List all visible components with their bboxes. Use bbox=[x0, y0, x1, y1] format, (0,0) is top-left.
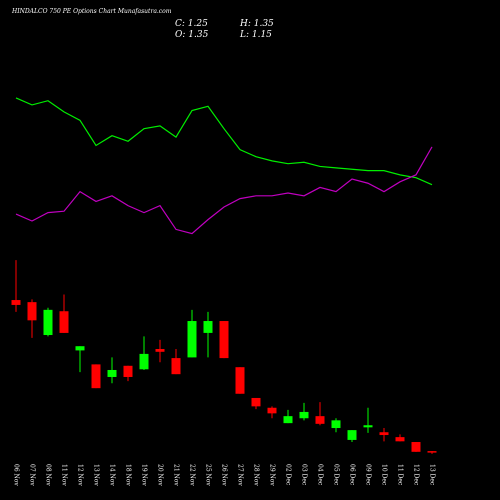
x-tick-label: 29 Nov bbox=[269, 464, 276, 486]
indicator-line bbox=[15, 97, 433, 186]
x-tick-label: 13 Dec bbox=[429, 464, 436, 486]
x-tick-label: 08 Nov bbox=[45, 464, 52, 486]
candle-body bbox=[299, 411, 309, 419]
x-tick-label: 27 Nov bbox=[237, 464, 244, 486]
candle-body bbox=[91, 364, 101, 389]
x-tick-label: 19 Nov bbox=[141, 464, 148, 486]
summary-high: H: 1.35 bbox=[239, 19, 274, 29]
summary-close: C: 1.25 bbox=[175, 19, 208, 29]
indicator-line bbox=[15, 146, 433, 235]
candle-body bbox=[427, 451, 437, 453]
candle-body bbox=[59, 311, 69, 333]
x-tick-label: 09 Dec bbox=[365, 464, 372, 486]
x-tick-label: 21 Nov bbox=[173, 464, 180, 486]
candle-body bbox=[43, 309, 53, 336]
x-tick-label: 25 Nov bbox=[205, 464, 212, 486]
x-tick-label: 26 Nov bbox=[221, 464, 228, 486]
candle-body bbox=[411, 442, 421, 452]
candle-body bbox=[27, 302, 37, 321]
candle-body bbox=[219, 321, 229, 359]
candle-body bbox=[171, 358, 181, 375]
x-tick-label: 10 Dec bbox=[381, 464, 388, 486]
candle-body bbox=[347, 430, 357, 440]
candle-body bbox=[379, 432, 389, 436]
x-tick-label: 11 Dec bbox=[397, 464, 404, 486]
x-tick-label: 20 Nov bbox=[157, 464, 164, 486]
candle-body bbox=[315, 416, 325, 424]
candle-body bbox=[203, 321, 213, 333]
x-tick-label: 13 Nov bbox=[93, 464, 100, 486]
x-tick-label: 02 Dec bbox=[285, 464, 292, 486]
candle-body bbox=[331, 420, 341, 429]
candle-body bbox=[11, 300, 21, 305]
x-tick-label: 12 Dec bbox=[413, 464, 420, 486]
candle-body bbox=[107, 369, 117, 377]
x-tick-label: 03 Dec bbox=[301, 464, 308, 486]
candle-body bbox=[187, 321, 197, 358]
x-tick-label: 14 Nov bbox=[109, 464, 116, 486]
chart-title: HINDALCO 750 PE Options Chart Munafasutr… bbox=[11, 8, 172, 15]
x-tick-label: 04 Dec bbox=[317, 464, 324, 486]
candle-body bbox=[251, 397, 261, 407]
x-tick-label: 11 Nov bbox=[61, 464, 68, 486]
summary-open: O: 1.35 bbox=[175, 30, 209, 40]
x-tick-label: 18 Nov bbox=[125, 464, 132, 486]
x-tick-label: 06 Dec bbox=[349, 464, 356, 486]
x-tick-label: 06 Nov bbox=[13, 464, 20, 486]
candle-body bbox=[363, 425, 373, 428]
candle-body bbox=[235, 367, 245, 394]
x-tick-label: 05 Dec bbox=[333, 464, 340, 486]
candle-body bbox=[155, 349, 165, 352]
x-tick-label: 28 Nov bbox=[253, 464, 260, 486]
summary-low: L: 1.15 bbox=[239, 30, 272, 40]
candle-body bbox=[75, 346, 85, 351]
candle-body bbox=[267, 407, 277, 414]
x-tick-label: 22 Nov bbox=[189, 464, 196, 486]
x-tick-label: 07 Nov bbox=[29, 464, 36, 486]
candle-body bbox=[123, 365, 133, 377]
x-tick-label: 12 Nov bbox=[77, 464, 84, 486]
candle-body bbox=[395, 437, 405, 442]
candle-body bbox=[283, 416, 293, 424]
candle-body bbox=[139, 353, 149, 370]
